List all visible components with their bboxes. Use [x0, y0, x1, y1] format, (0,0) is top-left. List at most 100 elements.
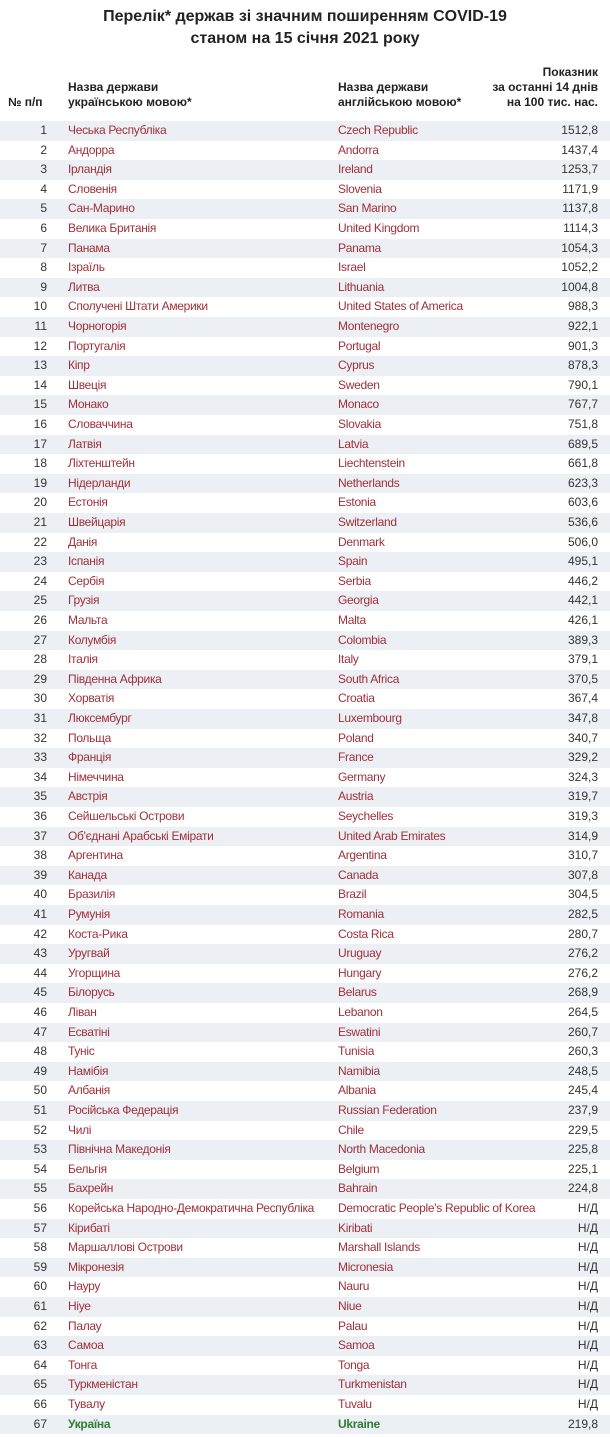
- table-row: 24 Сербія Serbia 446,2: [0, 572, 610, 592]
- name-en: Chile: [338, 1122, 364, 1137]
- row-number: 48: [33, 1044, 47, 1059]
- value: Н/Д: [577, 1377, 598, 1392]
- row-number: 55: [33, 1181, 47, 1196]
- row-number: 58: [33, 1240, 47, 1255]
- name-en: Georgia: [338, 593, 379, 608]
- header-en: Назва держави: [338, 80, 429, 94]
- name-en: United Arab Emirates: [338, 828, 446, 843]
- value: 922,1: [567, 319, 598, 333]
- name-en: Democratic People's Republic of Korea: [338, 1201, 536, 1215]
- name-uk: Словаччина: [68, 417, 133, 431]
- table-row: 20 Естонія Estonia 603,6: [0, 493, 610, 513]
- name-en: Serbia: [338, 573, 371, 588]
- name-uk: Туніс: [68, 1044, 95, 1059]
- row-number: 52: [33, 1122, 47, 1137]
- header-uk: Назва держави: [68, 80, 159, 94]
- row-number: 31: [33, 711, 47, 725]
- table-row: 51 Російська Федерація Russian Federation 2…: [0, 1101, 610, 1121]
- name-en: Micronesia: [338, 1259, 394, 1274]
- row-number: 61: [33, 1299, 47, 1313]
- table-row: 53 Північна Македонія North Macedonia 225,8: [0, 1140, 610, 1160]
- name-uk: Монако: [68, 397, 109, 412]
- name-en: Turkmenistan: [338, 1377, 407, 1392]
- name-en: Belgium: [338, 1161, 380, 1176]
- table-row: 15 Монако Monaco 767,7: [0, 395, 610, 415]
- table-row: 37 Об'єднані Арабські Емірати United Arab …: [0, 826, 610, 847]
- row-number: 30: [33, 691, 47, 706]
- table-row: 29 Південна Африка South Africa 370,5: [0, 669, 610, 690]
- name-uk: Туркменістан: [68, 1377, 138, 1392]
- row-number: 35: [33, 789, 47, 804]
- name-uk: Чеська Республіка: [68, 123, 167, 137]
- name-uk: Італія: [68, 652, 98, 667]
- table-row: 1 Чеська Республіка Czech Republic 1512,8: [0, 121, 610, 141]
- table-row: 32 Польща Poland 340,7: [0, 729, 610, 749]
- name-uk: Кіпр: [68, 358, 90, 373]
- value: 229,5: [567, 1122, 598, 1137]
- table-row: 16 Словаччина Slovakia 751,8: [0, 415, 610, 435]
- value: 790,1: [567, 377, 598, 392]
- name-en: Montenegro: [338, 319, 400, 333]
- table-row: 12 Португалія Portugal 901,3: [0, 337, 610, 357]
- name-uk: Мікронезія: [68, 1259, 124, 1274]
- row-number: 50: [33, 1083, 47, 1098]
- name-en: Netherlands: [338, 475, 400, 490]
- name-en: Bahrain: [338, 1181, 378, 1196]
- value: 319,7: [567, 789, 598, 804]
- name-en: Uruguay: [338, 946, 382, 961]
- name-en: Croatia: [338, 691, 375, 706]
- name-en: Portugal: [338, 338, 381, 353]
- table-row: 18 Ліхтенштейн Liechtenstein 661,8: [0, 454, 610, 474]
- name-en: Lebanon: [338, 1005, 383, 1019]
- name-en: North Macedonia: [338, 1142, 425, 1157]
- name-uk: Науру: [68, 1279, 101, 1294]
- name-uk: Ліхтенштейн: [68, 456, 135, 471]
- row-number: 14: [33, 377, 47, 392]
- table-row: 10 Сполучені Штати Америки United States o…: [0, 297, 610, 317]
- name-uk: Аргентина: [68, 848, 123, 863]
- table-row: 30 Хорватія Croatia 367,4: [0, 689, 610, 709]
- name-uk: Чилі: [68, 1122, 92, 1137]
- name-en: Israel: [338, 260, 366, 275]
- value: 426,1: [567, 613, 598, 627]
- name-uk: Угорщина: [68, 965, 121, 980]
- name-uk: Кірибаті: [68, 1220, 110, 1235]
- name-en: Malta: [338, 613, 366, 627]
- row-number: 60: [33, 1279, 47, 1294]
- table-row: 25 Грузія Georgia 442,1: [0, 591, 610, 611]
- table-row: 60 Науру Nauru Н/Д: [0, 1277, 610, 1297]
- value: 988,3: [567, 299, 598, 314]
- value: 225,8: [567, 1142, 598, 1157]
- name-en: Seychelles: [338, 809, 394, 823]
- name-uk: Данія: [68, 534, 98, 549]
- name-uk: Німеччина: [68, 769, 124, 784]
- row-number: 29: [33, 671, 47, 686]
- row-number: 26: [33, 613, 47, 627]
- row-number: 44: [33, 965, 47, 980]
- value: 446,2: [567, 573, 598, 588]
- value: Н/Д: [577, 1220, 598, 1235]
- name-uk: Естонія: [68, 495, 108, 510]
- table-row: 19 Нідерланди Netherlands 623,3: [0, 473, 610, 494]
- name-en: Slovakia: [338, 417, 381, 431]
- row-number: 23: [33, 554, 47, 569]
- table-row: 47 Есватіні Eswatini 260,7: [0, 1022, 610, 1043]
- name-en: Spain: [338, 554, 368, 569]
- row-number: 59: [33, 1259, 47, 1274]
- row-number: 4: [40, 181, 47, 196]
- table-row: 2 Андорра Andorra 1437,4: [0, 141, 610, 161]
- name-uk: Велика Британія: [68, 221, 157, 235]
- name-en: Canada: [338, 867, 379, 882]
- value: 319,3: [567, 809, 598, 823]
- name-en: Hungary: [338, 965, 382, 980]
- name-en: Austria: [338, 789, 374, 804]
- row-number: 49: [33, 1063, 47, 1078]
- name-en: San Marino: [338, 201, 397, 216]
- value: 689,5: [567, 436, 598, 451]
- table-row: 44 Угорщина Hungary 276,2: [0, 964, 610, 984]
- row-number: 41: [33, 907, 47, 921]
- row-number: 9: [40, 279, 47, 294]
- row-number: 46: [33, 1005, 47, 1019]
- value: 219,8: [567, 1416, 598, 1431]
- row-number: 66: [33, 1397, 47, 1411]
